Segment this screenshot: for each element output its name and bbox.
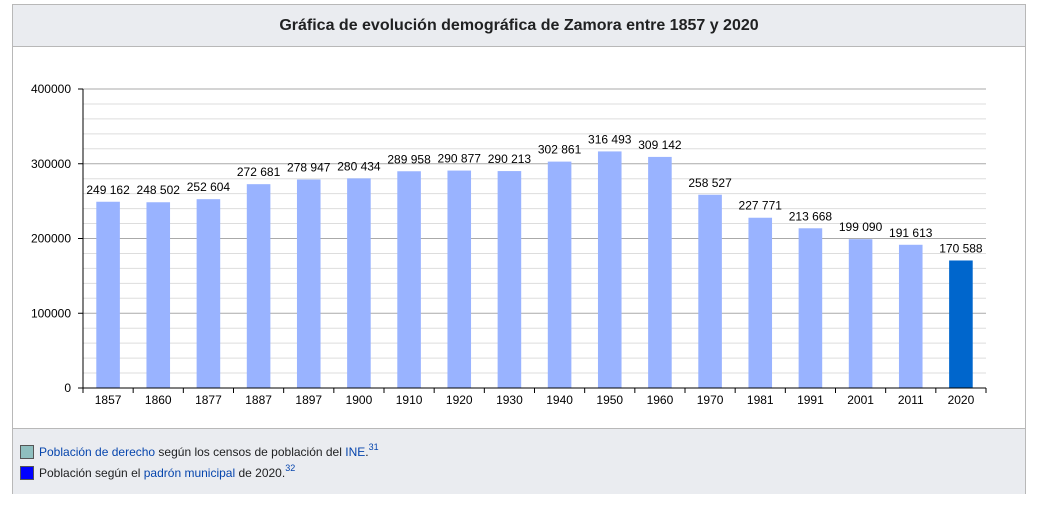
bar [296,179,321,388]
x-tick-label: 1950 [596,393,623,407]
data-label: 278 947 [287,160,331,174]
poblacion-derecho-link[interactable]: Población de derecho [39,444,156,459]
bar [798,228,823,388]
ine-link[interactable]: INE [345,444,366,459]
bar [196,199,221,388]
data-label: 289 958 [387,152,431,166]
x-tick-label: 1857 [95,393,122,407]
bar [497,171,522,388]
bar [447,170,472,388]
bar [96,201,120,388]
reference-32[interactable]: 32 [285,462,296,473]
x-tick-label: 1960 [647,393,674,407]
legend-swatch-padron [20,465,34,480]
x-tick-label: 1897 [295,393,322,407]
x-tick-label: 2020 [948,393,975,407]
x-tick-label: 1991 [797,393,824,407]
bar-chart: 0 100000 200000 300000 400000 249 162 1857 248 … [31,82,987,407]
legend-text-part: según los censos de población del [155,444,346,459]
data-label: 227 771 [739,199,783,213]
chart-title: Gráfica de evolución demográfica de Zamo… [279,16,759,34]
y-tick-label: 100000 [31,306,71,320]
bar [698,194,722,388]
legend-item-census: Población de derecho según los censos de… [13,441,1025,462]
x-tick-label: 2001 [847,393,874,407]
bar [146,202,171,388]
data-label: 290 877 [438,152,482,166]
data-label: 252 604 [187,180,231,194]
chart-title-bar: Gráfica de evolución demográfica de Zamo… [13,5,1025,47]
data-label: 249 162 [86,183,130,197]
reference-31[interactable]: 31 [368,441,379,452]
data-label: 290 213 [488,152,532,166]
x-tick-label: 1887 [245,393,272,407]
x-tick-label: 1940 [546,393,573,407]
x-tick-label: 1970 [697,393,724,407]
legend: Población de derecho según los censos de… [13,428,1025,494]
x-tick-label: 1930 [496,393,523,407]
data-label: 258 527 [688,176,732,190]
data-label: 272 681 [237,165,281,179]
bar [397,171,421,388]
bar [547,161,572,388]
x-tick-label: 2011 [898,393,924,407]
x-tick-label: 1900 [346,393,373,407]
y-tick-label: 300000 [31,157,71,171]
legend-item-padron: Población según el padrón municipal de 2… [13,462,1025,483]
data-label: 316 493 [588,132,632,146]
legend-text-part: . [365,444,369,459]
bar [246,184,271,388]
legend-text-census: Población de derecho según los censos de… [39,441,379,459]
bar [848,239,873,388]
padron-municipal-link[interactable]: padrón municipal [143,465,236,480]
legend-text-padron: Población según el padrón municipal de 2… [39,462,296,480]
data-label: 280 434 [337,159,381,173]
data-label: 302 861 [538,143,582,157]
bar [648,156,672,388]
x-tick-label: 1920 [446,393,473,407]
bar [347,178,371,388]
x-tick-label: 1981 [747,393,774,407]
data-label: 199 090 [839,220,883,234]
y-tick-label: 0 [64,381,71,395]
x-tick-label: 1877 [195,393,222,407]
bar [748,217,773,388]
data-label: 191 613 [889,226,933,240]
data-label: 170 588 [939,241,983,255]
y-tick-label: 400000 [31,82,71,96]
bar [597,151,622,388]
legend-text-part: Población según el [39,465,144,480]
legend-swatch-census [20,444,34,459]
bar [898,244,923,388]
chart-frame: Gráfica de evolución demográfica de Zamo… [12,4,1026,494]
data-label: 309 142 [638,138,682,152]
legend-text-part: de 2020. [235,465,286,480]
data-label: 213 668 [789,209,833,223]
y-tick-label: 200000 [31,232,71,246]
x-tick-label: 1910 [396,393,423,407]
x-tick-label: 1860 [145,393,172,407]
bar [949,260,973,388]
data-label: 248 502 [137,183,181,197]
